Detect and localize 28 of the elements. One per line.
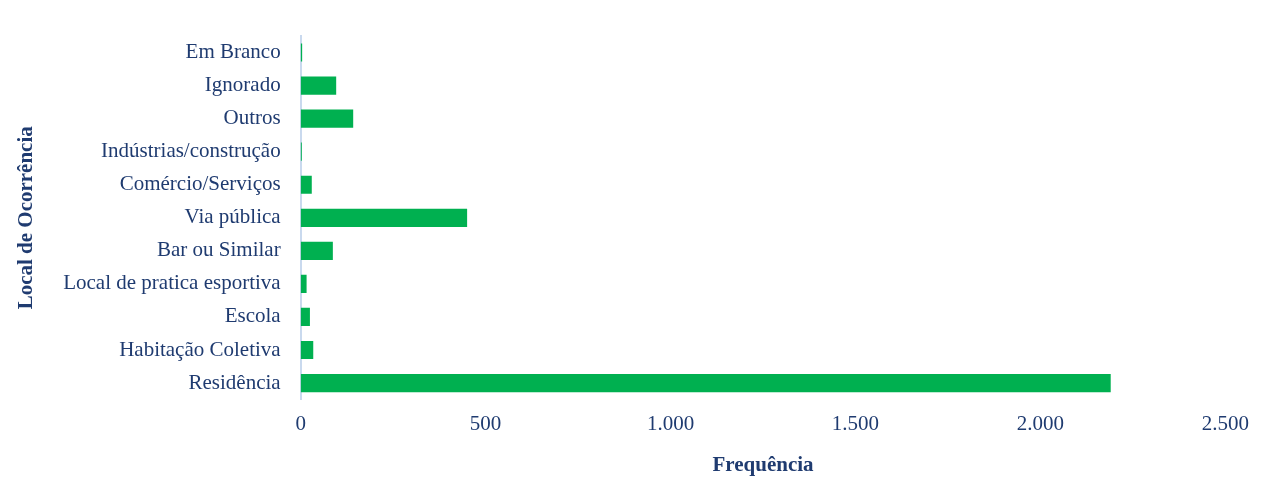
bar <box>300 274 307 293</box>
y-axis-title: Local de Ocorrência <box>13 125 38 310</box>
y-tick-label: Comércio/Serviços <box>119 171 281 196</box>
y-tick-label: Outros <box>223 105 281 130</box>
y-tick-label: Habitação Coletiva <box>119 336 282 361</box>
x-tick-label: 2.000 <box>1016 410 1065 435</box>
bar <box>300 76 337 95</box>
bar <box>300 175 312 194</box>
x-axis-title: Frequência <box>712 451 815 476</box>
y-tick-label: Escola <box>224 303 282 328</box>
x-tick-label: 1.000 <box>646 410 695 435</box>
bar <box>300 340 314 360</box>
x-tick-label: 2.500 <box>1201 410 1249 435</box>
bar <box>300 109 354 128</box>
x-tick-label: 1.500 <box>831 410 880 435</box>
bar <box>300 307 310 327</box>
x-tick-label: 0 <box>295 410 306 435</box>
x-tick-label: 500 <box>469 410 502 435</box>
y-tick-label: Em Branco <box>185 39 281 64</box>
y-tick-label: Indústrias/construção <box>101 138 281 163</box>
bar <box>300 208 468 227</box>
y-tick-label: Via pública <box>184 204 282 229</box>
y-tick-label: Local de pratica esportiva <box>63 270 282 295</box>
y-tick-label: Bar ou Similar <box>157 237 281 262</box>
y-tick-label: Residência <box>188 369 282 394</box>
bar <box>300 241 333 260</box>
bar <box>300 373 1111 393</box>
y-tick-label: Ignorado <box>204 72 281 97</box>
